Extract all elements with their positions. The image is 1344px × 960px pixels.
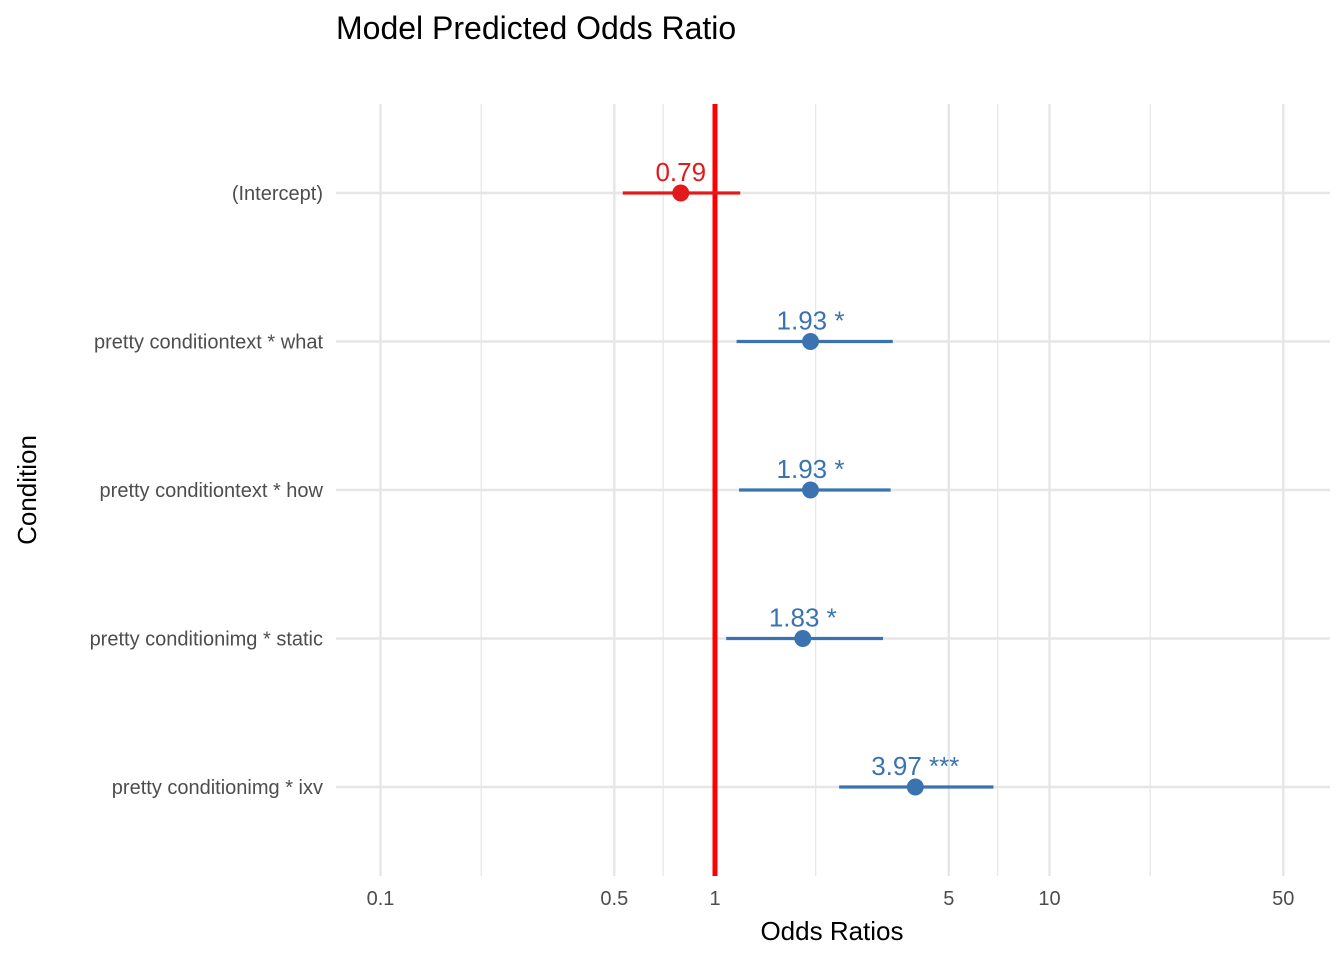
data-label: 1.83 * [769, 603, 837, 633]
x-tick-label: 10 [1038, 888, 1060, 910]
data-label: 0.79 [655, 157, 706, 187]
data-label: 1.93 * [777, 454, 845, 484]
y-category-label: pretty conditiontext * how [100, 480, 324, 502]
x-tick-label: 5 [943, 888, 954, 910]
x-tick-label: 0.1 [367, 888, 395, 910]
x-tick-label: 1 [709, 888, 720, 910]
estimate-point [906, 778, 924, 796]
y-category-labels: (Intercept) pretty conditiontext * what pr… [90, 183, 324, 799]
x-tick-label: 50 [1272, 888, 1294, 910]
estimate-point [802, 481, 820, 499]
x-tick-label: 0.5 [600, 888, 628, 910]
x-axis-title: Odds Ratios [760, 916, 903, 946]
x-tick-labels: 0.1 0.5 1 5 10 50 [367, 888, 1295, 910]
marks-layer: 0.79 1.93 * 1.93 * 1.83 * 3.97 *** [622, 157, 994, 796]
y-category-label: (Intercept) [232, 183, 323, 205]
estimate-point [802, 333, 820, 350]
data-label: 3.97 *** [871, 751, 959, 781]
estimate-point [672, 184, 690, 202]
y-category-label: pretty conditionimg * static [90, 629, 323, 651]
y-category-label: pretty conditiontext * what [94, 332, 323, 354]
y-axis-title: Condition [12, 435, 42, 545]
estimate-point [794, 630, 812, 647]
chart-title: Model Predicted Odds Ratio [336, 10, 736, 46]
data-label: 1.93 * [777, 306, 845, 336]
y-category-label: pretty conditionimg * ixv [112, 777, 323, 799]
